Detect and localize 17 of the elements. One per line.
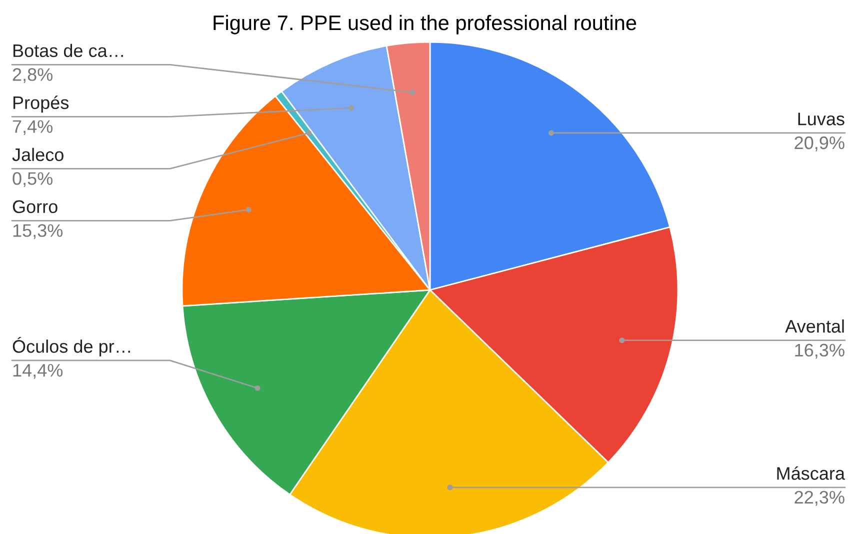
data-label: 22,3%	[794, 490, 844, 506]
slice-label: Avental	[785, 319, 844, 333]
data-label: 16,3%	[795, 344, 844, 359]
slice-label: Óculos de pr…	[12, 337, 130, 356]
data-label: 14,4%	[13, 364, 63, 379]
data-label: 20,9%	[794, 136, 844, 152]
slice-label: Jaleco	[12, 148, 64, 162]
slice-label: Botas de ca…	[13, 44, 123, 58]
slice-label: Máscara	[777, 466, 846, 480]
slice-label: Luvas	[798, 112, 844, 126]
slice-label: Gorro	[12, 200, 58, 214]
data-label: 7,4%	[12, 120, 53, 136]
slice-label: Propés	[13, 96, 69, 113]
chart-title: Figure 7. PPE used in the professional routine	[214, 14, 636, 34]
data-label: 0,5%	[12, 172, 53, 188]
data-label: 2,8%	[12, 68, 53, 84]
data-label: 15,3%	[13, 224, 63, 240]
